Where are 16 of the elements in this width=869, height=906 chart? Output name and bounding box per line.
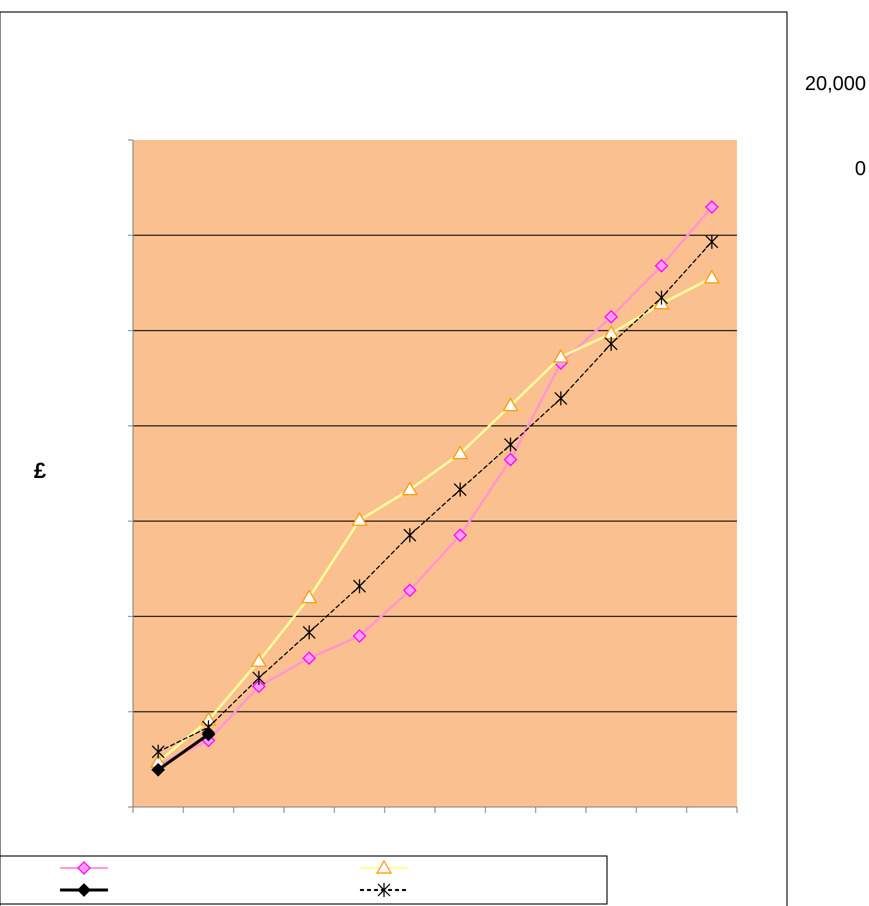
point <box>302 624 316 640</box>
text: 20,000 <box>804 73 866 95</box>
point <box>152 763 165 776</box>
point <box>654 290 668 306</box>
point <box>152 744 165 760</box>
point <box>554 390 568 406</box>
point <box>202 720 216 735</box>
point <box>252 670 266 686</box>
point <box>604 336 618 352</box>
point <box>705 234 718 250</box>
point <box>403 528 416 543</box>
text: 0 <box>854 158 866 180</box>
y-axis-title: £ <box>34 458 47 483</box>
point <box>504 437 518 452</box>
point <box>454 482 467 498</box>
point <box>352 578 366 594</box>
